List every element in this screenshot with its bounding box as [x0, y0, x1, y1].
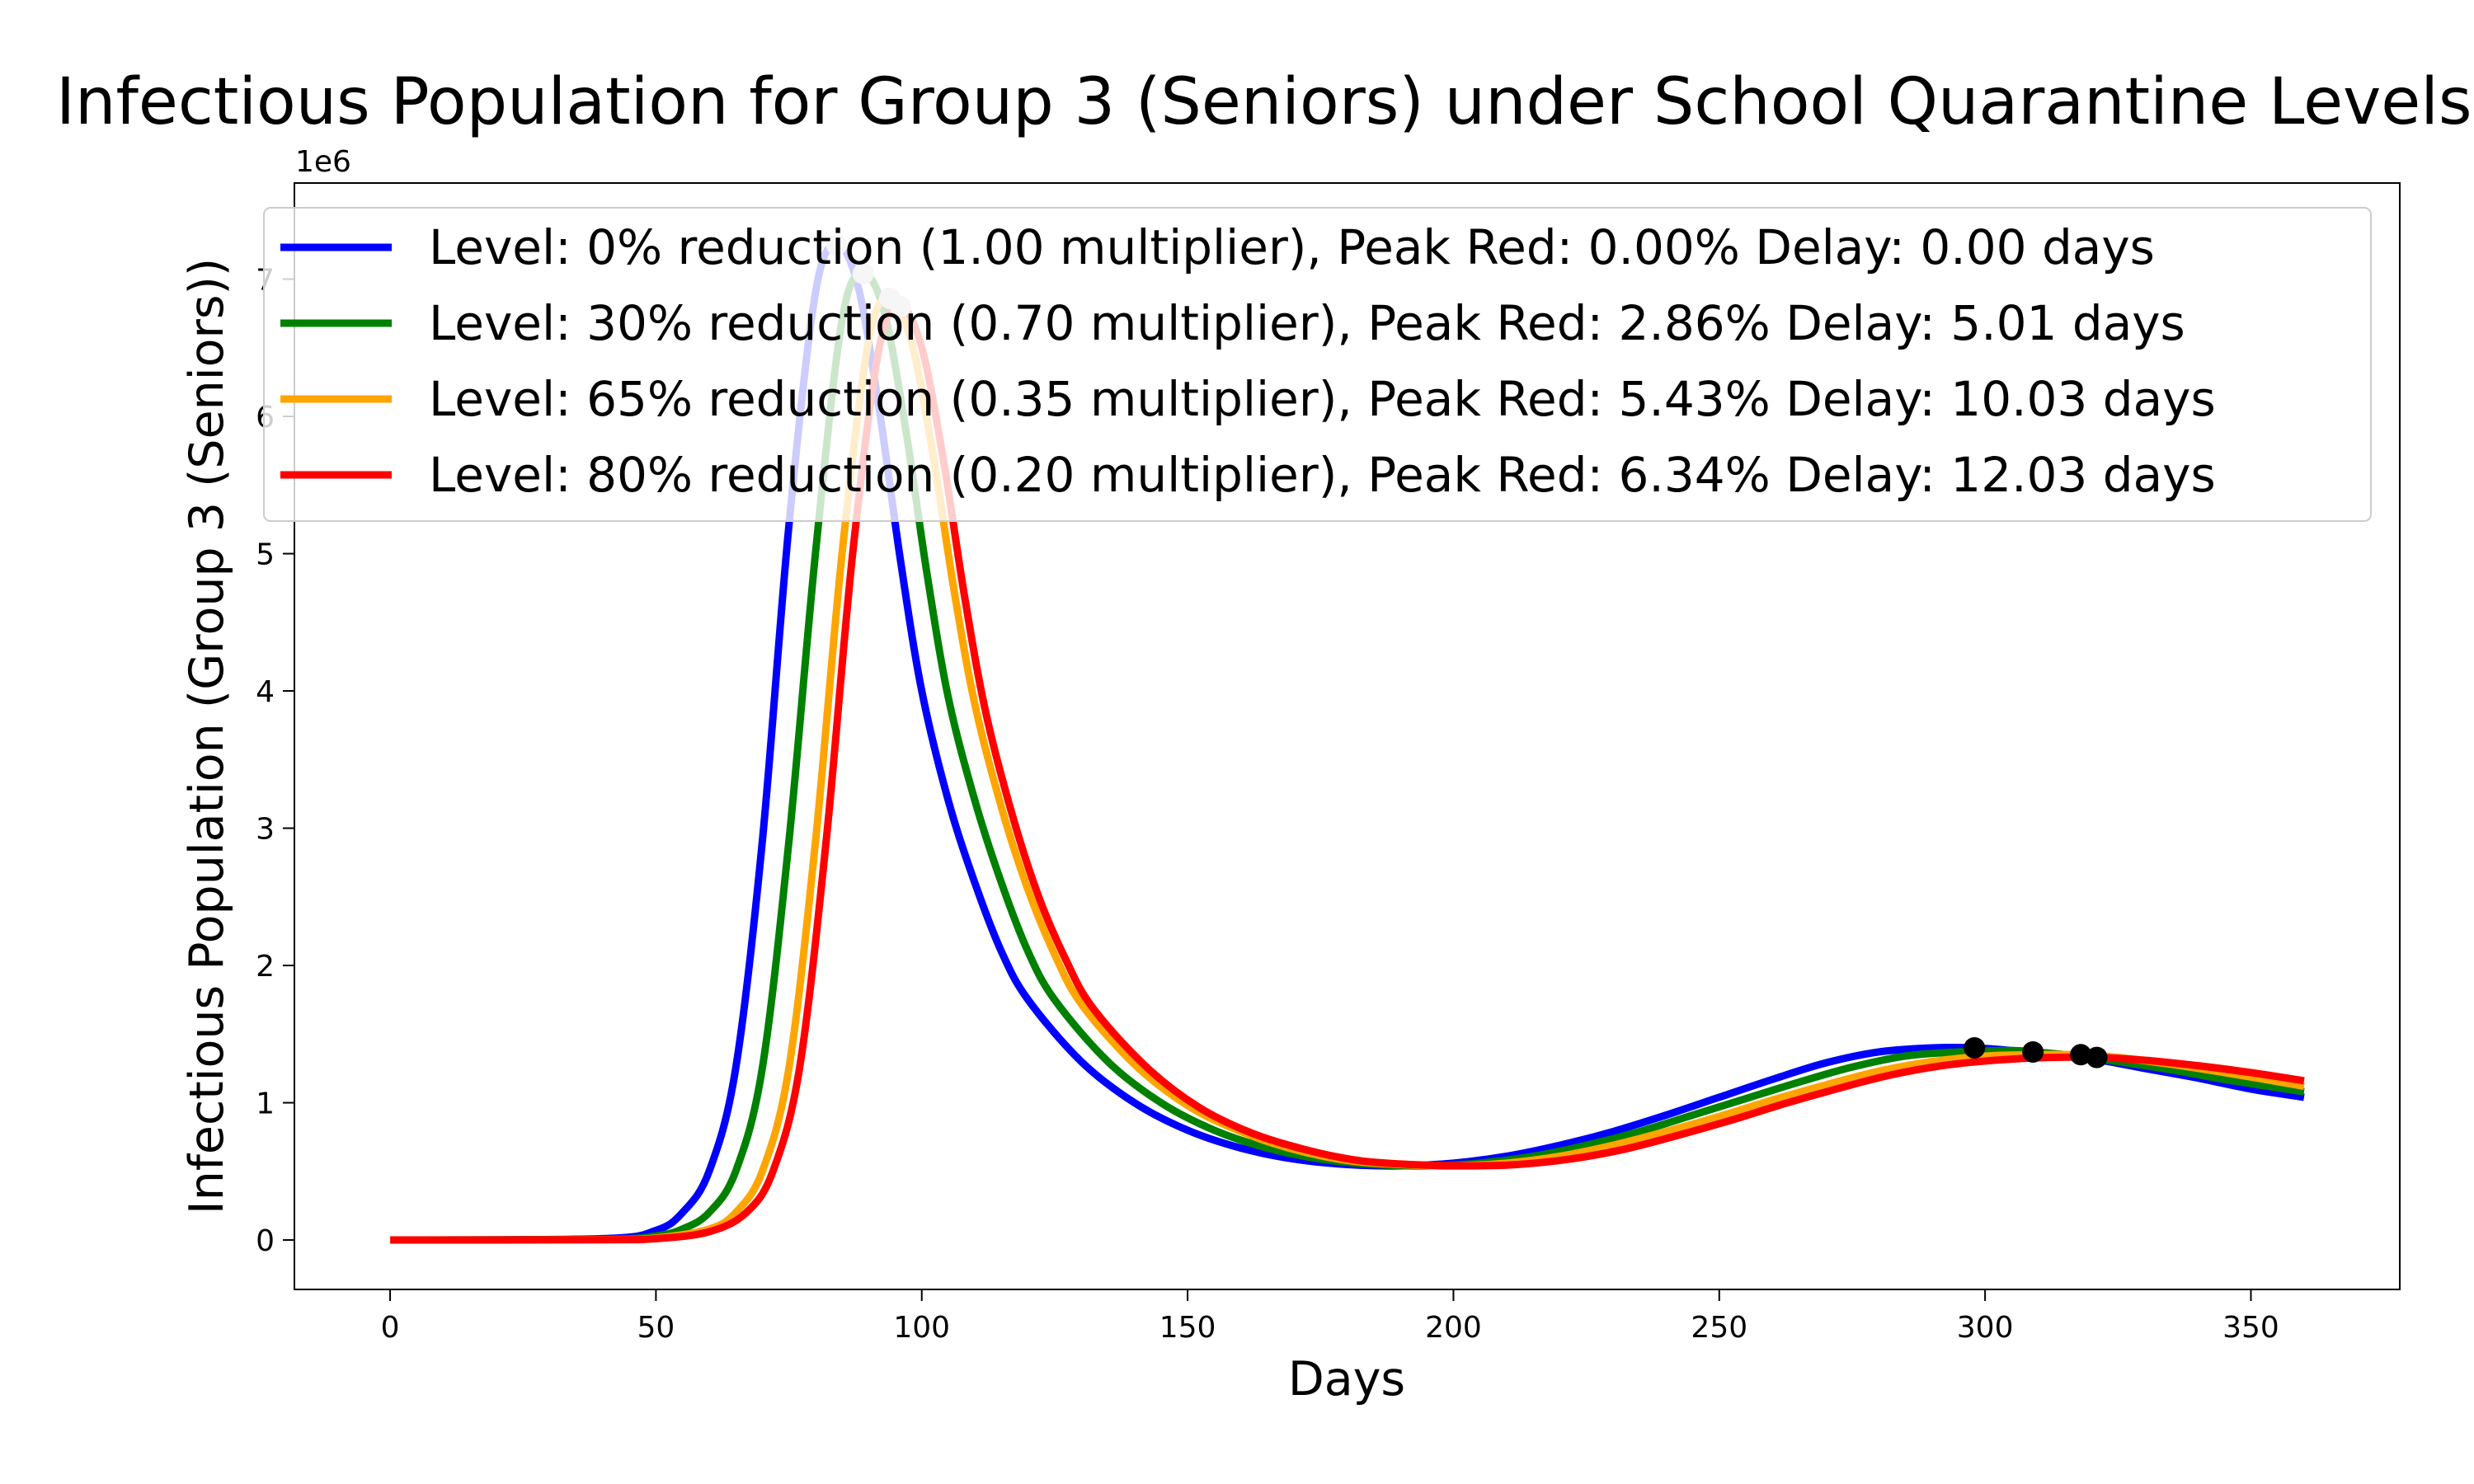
series-line-2: [390, 294, 2305, 1244]
x-tick-label: 250: [1691, 1311, 1747, 1345]
x-tick-label: 350: [2222, 1311, 2279, 1345]
chart-title: Infectious Population for Group 3 (Senio…: [56, 65, 2472, 139]
y-tick-label: 2: [256, 950, 275, 984]
peak-marker-4: [1964, 1036, 1986, 1059]
series-lines: [390, 241, 2305, 1244]
series-line-1: [390, 270, 2305, 1244]
x-tick-label: 0: [381, 1311, 400, 1345]
x-tick-label: 100: [893, 1311, 950, 1345]
legend: Level: 0% reduction (1.00 multiplier), P…: [263, 207, 2372, 522]
x-tick-label: 300: [1957, 1311, 2014, 1345]
x-tick-label: 150: [1159, 1311, 1216, 1345]
legend-label-3: Level: 80% reduction (0.20 multiplier), …: [429, 447, 2216, 503]
series-line-0: [390, 241, 2305, 1244]
legend-items: Level: 0% reduction (1.00 multiplier), P…: [280, 219, 2216, 503]
y-tick-label: 3: [256, 813, 275, 847]
series-line-3: [390, 303, 2305, 1244]
legend-box: [263, 207, 2372, 522]
peak-marker-6: [2070, 1044, 2092, 1066]
x-tick-label: 50: [637, 1311, 675, 1345]
y-tick-label: 0: [256, 1224, 275, 1258]
x-axis-label: Days: [1288, 1352, 1405, 1407]
y-tick-label: 4: [256, 675, 275, 709]
x-tick-label: 200: [1425, 1311, 1482, 1345]
plot-area-frame: [294, 182, 2401, 1290]
y-axis-offset-label: 1e6: [295, 145, 351, 179]
y-axis-ticks: 01234567: [256, 264, 294, 1258]
legend-label-0: Level: 0% reduction (1.00 multiplier), P…: [429, 219, 2155, 275]
y-tick-label: 5: [256, 538, 275, 572]
peak-marker-7: [2086, 1046, 2108, 1068]
x-axis-ticks: 0 50 100 150 200 250 300 350: [381, 1289, 2279, 1345]
legend-label-1: Level: 30% reduction (0.70 multiplier), …: [429, 295, 2185, 351]
legend-label-2: Level: 65% reduction (0.35 multiplier), …: [429, 371, 2216, 427]
y-axis-label: Infectious Population (Group 3 (Seniors)…: [180, 258, 234, 1214]
peak-marker-5: [2022, 1040, 2044, 1063]
y-tick-label: 1: [256, 1087, 275, 1121]
